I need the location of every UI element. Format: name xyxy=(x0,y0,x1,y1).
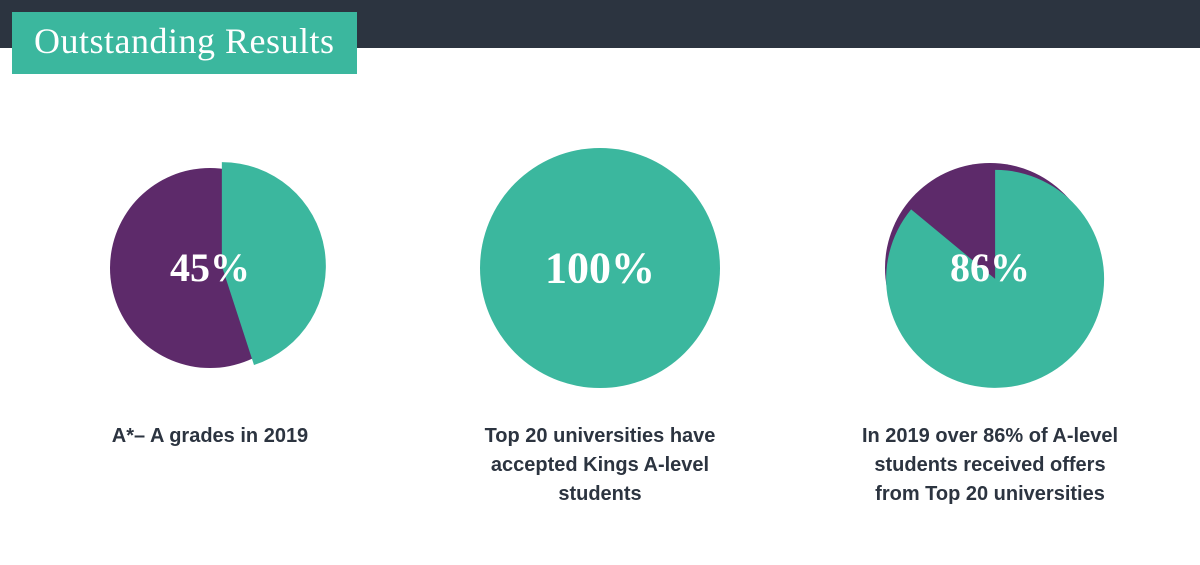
stat-card: 86% In 2019 over 86% of A-level students… xyxy=(810,138,1170,509)
stat-caption: In 2019 over 86% of A-level students rec… xyxy=(850,422,1130,509)
svg-text:86%: 86% xyxy=(950,245,1030,290)
pie-chart: 100% xyxy=(470,138,730,398)
svg-text:45%: 45% xyxy=(170,245,250,290)
stat-caption: A*– A grades in 2019 xyxy=(112,422,308,451)
stat-caption: Top 20 universities have accepted Kings … xyxy=(460,422,740,509)
stat-card: 45% A*– A grades in 2019 xyxy=(30,138,390,451)
stats-row: 45% A*– A grades in 2019 100% Top 20 uni… xyxy=(0,48,1200,509)
stat-card: 100% Top 20 universities have accepted K… xyxy=(420,138,780,509)
pie-chart: 45% xyxy=(80,138,340,398)
pie-chart: 86% xyxy=(860,138,1120,398)
svg-text:100%: 100% xyxy=(545,243,655,292)
page-title: Outstanding Results xyxy=(12,12,357,74)
